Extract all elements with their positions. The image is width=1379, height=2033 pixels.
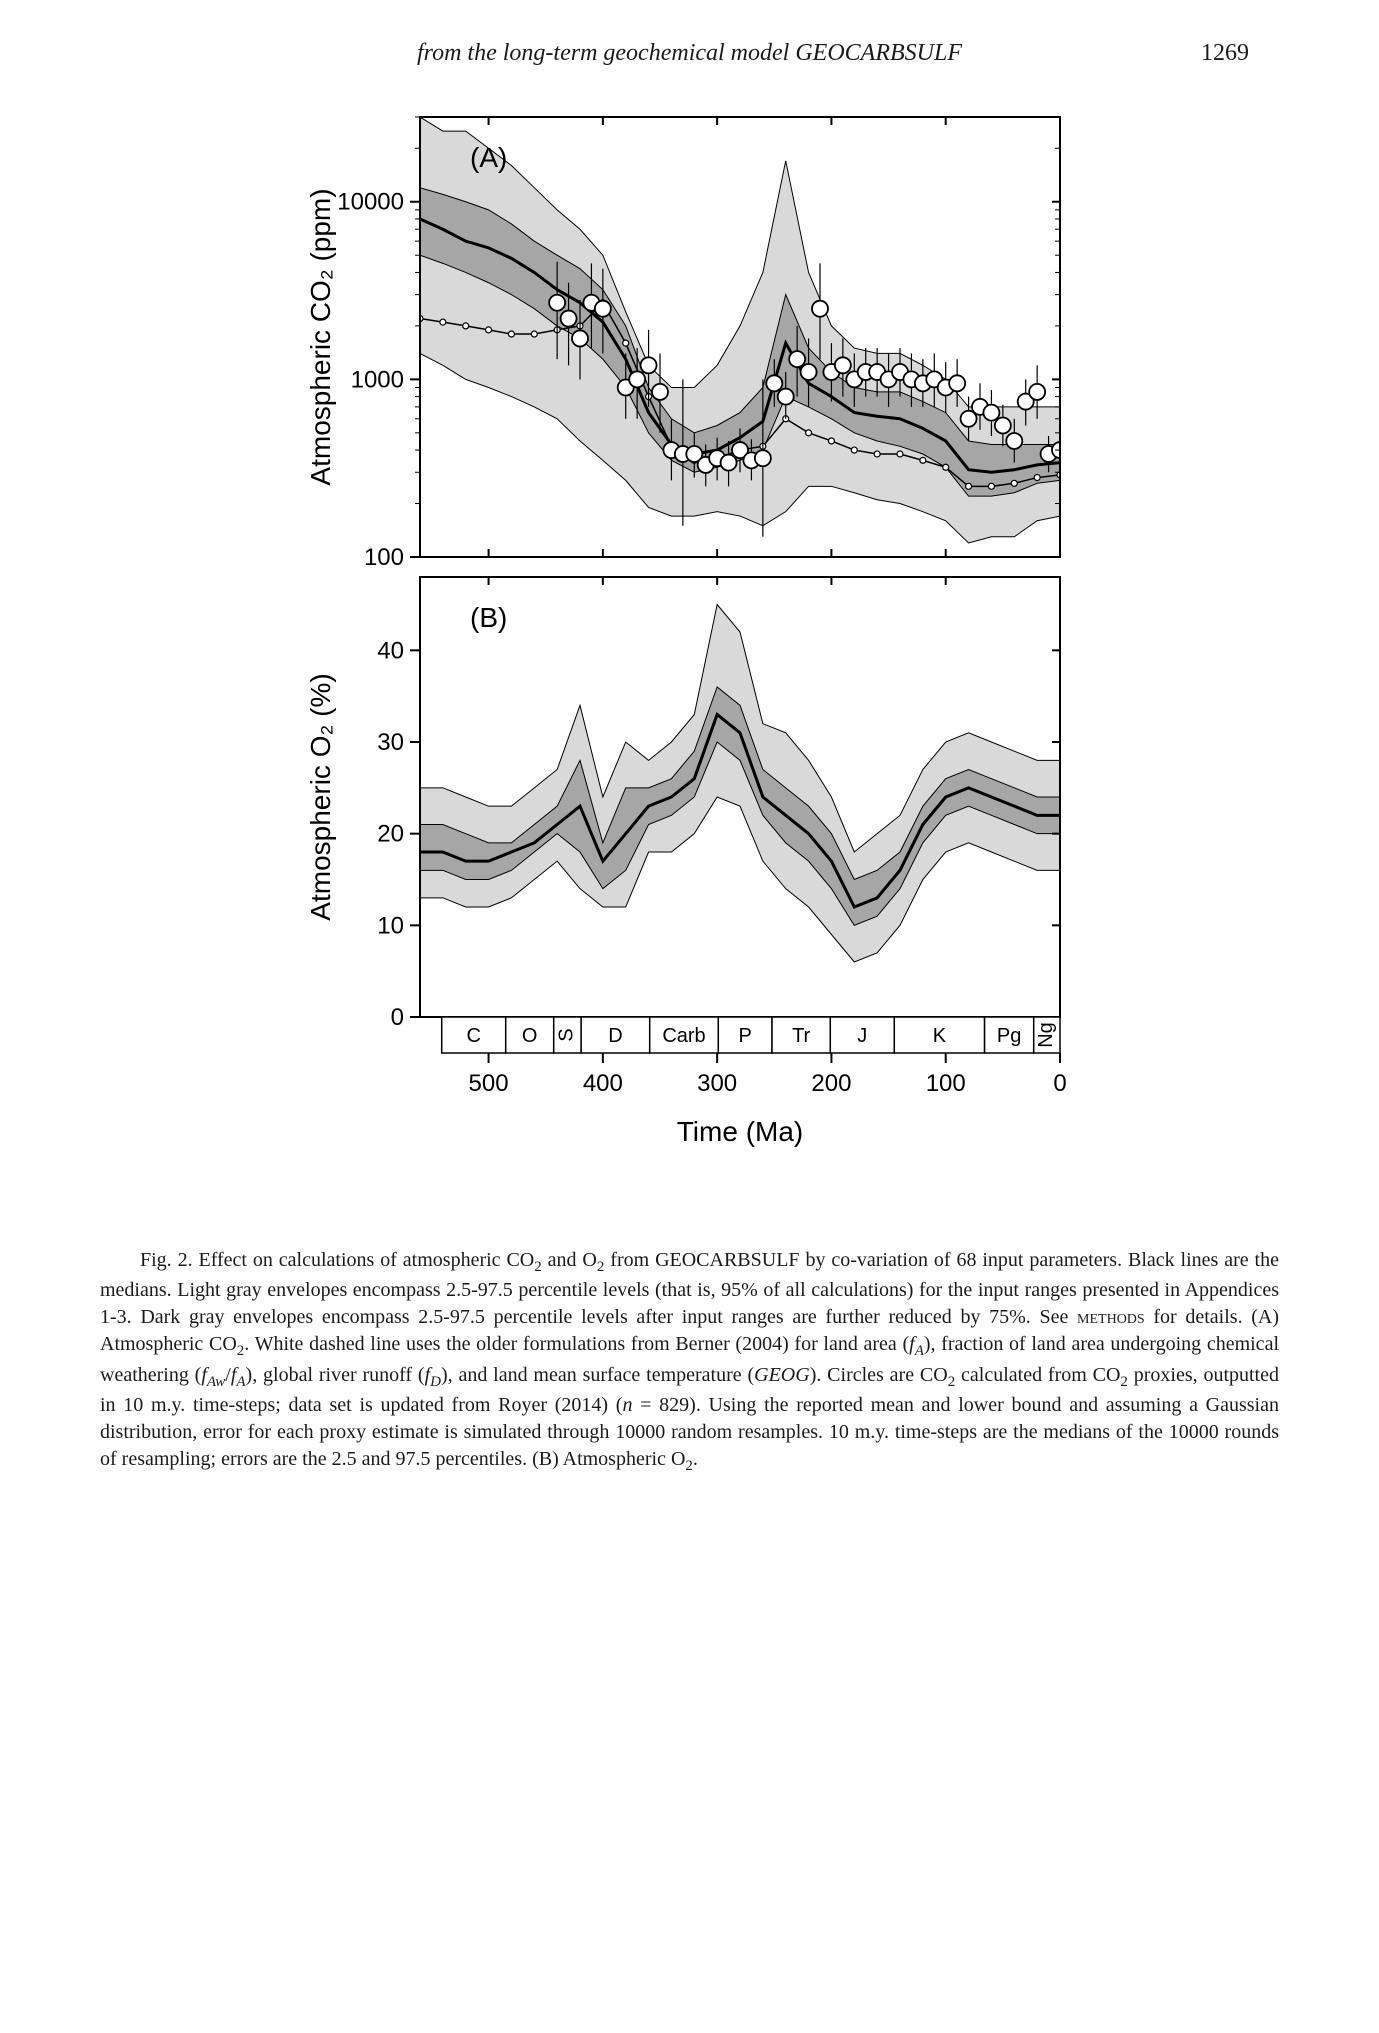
svg-text:(A): (A) [470,142,507,173]
svg-text:500: 500 [468,1070,508,1097]
svg-text:30: 30 [377,729,404,756]
svg-text:Atmospheric CO₂ (ppm): Atmospheric CO₂ (ppm) [305,188,336,485]
running-title: from the long-term geochemical model GEO… [210,40,1169,67]
svg-text:D: D [608,1025,622,1047]
svg-text:100: 100 [363,544,403,571]
svg-text:P: P [738,1025,751,1047]
page-number: 1269 [1169,40,1249,67]
svg-text:20: 20 [377,821,404,848]
svg-text:100: 100 [925,1070,965,1097]
figure-2: 100100010000010203040COSDCarbPTrJKPgNg50… [290,97,1090,1217]
svg-text:10: 10 [377,912,404,939]
svg-text:0: 0 [390,1004,403,1031]
svg-text:200: 200 [811,1070,851,1097]
svg-text:Time (Ma): Time (Ma) [676,1116,803,1147]
svg-text:1000: 1000 [350,366,403,393]
svg-text:Tr: Tr [792,1025,810,1047]
svg-text:S: S [555,1028,577,1041]
figure-svg: 100100010000010203040COSDCarbPTrJKPgNg50… [290,97,1090,1217]
svg-text:(B): (B) [470,602,507,633]
figure-caption: Fig. 2. Effect on calculations of atmosp… [100,1247,1279,1476]
svg-text:0: 0 [1053,1070,1066,1097]
fig-label: Fig. 2. [140,1249,193,1271]
svg-text:C: C [466,1025,480,1047]
svg-text:K: K [932,1025,946,1047]
svg-text:Atmospheric O₂ (%): Atmospheric O₂ (%) [305,673,336,920]
page-header: from the long-term geochemical model GEO… [100,40,1279,67]
svg-text:10000: 10000 [337,189,404,216]
svg-text:Ng: Ng [1034,1022,1056,1048]
svg-text:Carb: Carb [662,1025,705,1047]
svg-text:Pg: Pg [996,1025,1020,1047]
svg-text:O: O [521,1025,537,1047]
svg-text:J: J [857,1025,867,1047]
svg-text:400: 400 [582,1070,622,1097]
svg-text:40: 40 [377,637,404,664]
svg-text:300: 300 [697,1070,737,1097]
